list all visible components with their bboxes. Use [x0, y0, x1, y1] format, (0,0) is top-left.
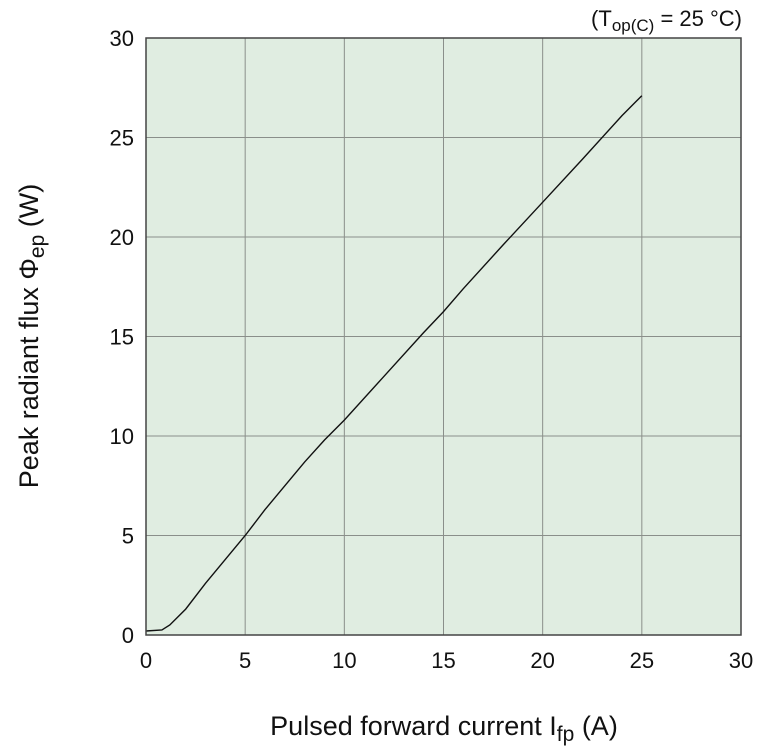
- x-tick-label: 10: [332, 648, 356, 673]
- y-tick-label: 20: [110, 225, 134, 250]
- y-tick-label: 5: [122, 524, 134, 549]
- x-tick-label: 15: [431, 648, 455, 673]
- y-tick-label: 10: [110, 424, 134, 449]
- y-tick-label: 0: [122, 623, 134, 648]
- plot-frame: [145, 37, 742, 636]
- x-axis-label: Pulsed forward current Ifp (A): [270, 711, 618, 746]
- x-tick-label: 20: [530, 648, 554, 673]
- y-axis-label: Peak radiant flux Φep (W): [14, 184, 49, 489]
- y-tick-label: 15: [110, 325, 134, 350]
- y-tick-label: 30: [110, 26, 134, 51]
- x-tick-label: 30: [729, 648, 753, 673]
- tick-labels: 0 5 10 15 20 25 30 0 5 10 15 20 25 30: [110, 26, 754, 673]
- condition-annotation: (Top(C) = 25 °C): [591, 6, 742, 35]
- x-tick-label: 5: [239, 648, 251, 673]
- series-line: [145, 95, 643, 632]
- x-tick-label: 0: [140, 648, 152, 673]
- y-tick-label: 25: [110, 126, 134, 151]
- x-tick-label: 25: [630, 648, 654, 673]
